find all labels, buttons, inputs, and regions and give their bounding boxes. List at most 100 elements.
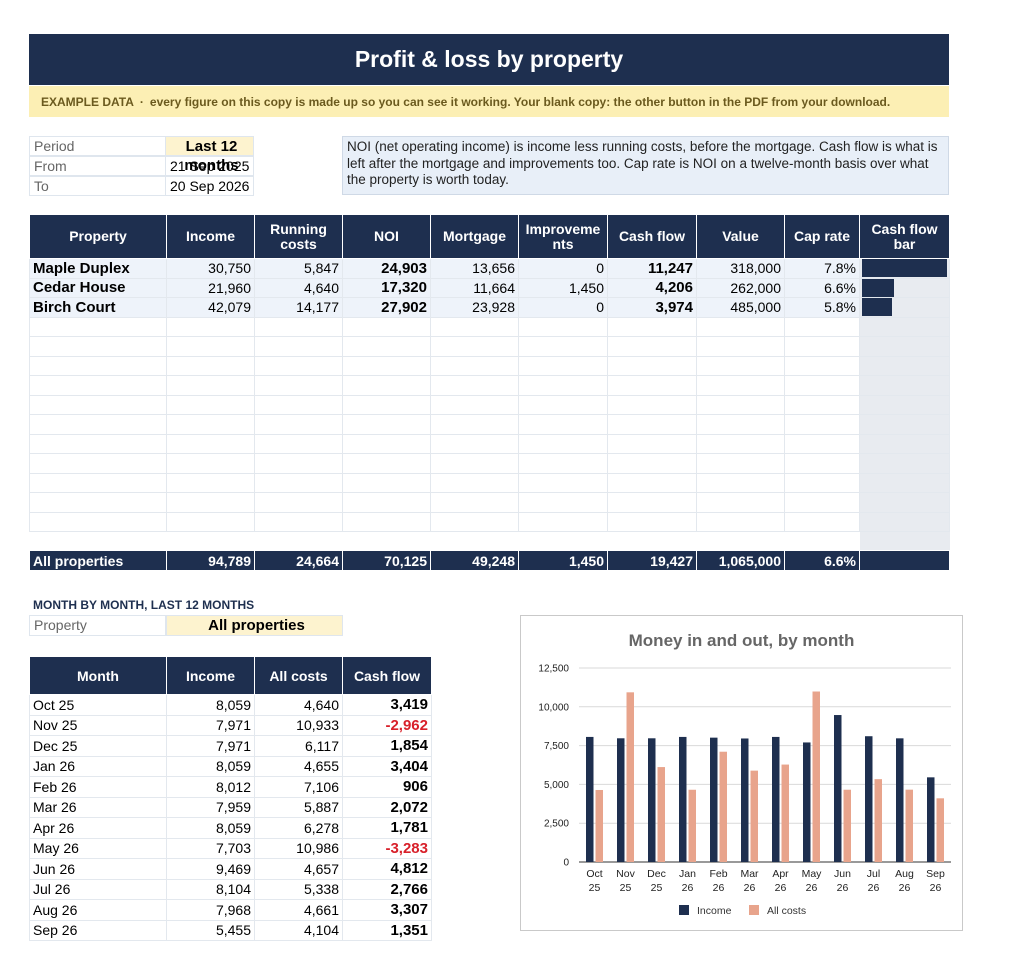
empty-cell[interactable] [518,414,608,435]
empty-cell[interactable] [784,492,860,513]
empty-cell[interactable] [254,316,343,337]
from-date-cell[interactable]: 21 Sep 2025 [166,156,254,175]
empty-cell[interactable] [784,336,860,357]
cell-value[interactable]: 262,000 [696,277,785,298]
cell-cashflow[interactable]: 3,974 [607,297,697,318]
empty-cell[interactable] [784,316,860,337]
empty-cell[interactable] [166,433,255,454]
empty-cell[interactable] [166,453,255,474]
empty-cell[interactable] [784,394,860,415]
empty-cell[interactable] [607,472,697,493]
empty-cell[interactable] [166,336,255,357]
empty-cell[interactable] [518,511,608,532]
empty-cell[interactable] [29,453,167,474]
to-date-cell[interactable]: 20 Sep 2026 [166,176,254,195]
empty-cell[interactable] [607,316,697,337]
cell-improvements[interactable]: 0 [518,297,608,318]
empty-cell[interactable] [29,511,167,532]
empty-cell[interactable] [254,355,343,376]
empty-cell[interactable] [607,453,697,474]
empty-cell[interactable] [166,355,255,376]
empty-cell[interactable] [607,336,697,357]
empty-cell[interactable] [784,355,860,376]
cell-running[interactable]: 4,640 [254,277,343,298]
empty-cell[interactable] [430,375,519,396]
empty-cell[interactable] [518,355,608,376]
cell-caprate[interactable]: 5.8% [784,297,860,318]
empty-cell[interactable] [166,414,255,435]
empty-cell[interactable] [430,472,519,493]
empty-cell[interactable] [29,316,167,337]
empty-cell[interactable] [29,336,167,357]
empty-cell[interactable] [342,453,431,474]
empty-cell[interactable] [29,492,167,513]
empty-cell[interactable] [342,355,431,376]
empty-cell[interactable] [696,453,785,474]
cell-caprate[interactable]: 7.8% [784,258,860,279]
cell-running[interactable]: 14,177 [254,297,343,318]
cell-property[interactable]: Birch Court [29,297,167,318]
cell-running[interactable]: 5,847 [254,258,343,279]
cell-income[interactable]: 21,960 [166,277,255,298]
cell-mortgage[interactable]: 23,928 [430,297,519,318]
empty-cell[interactable] [696,414,785,435]
empty-cell[interactable] [784,472,860,493]
empty-cell[interactable] [254,336,343,357]
empty-cell[interactable] [607,355,697,376]
empty-cell[interactable] [784,375,860,396]
cell-value[interactable]: 318,000 [696,258,785,279]
cell-mortgage[interactable]: 13,656 [430,258,519,279]
empty-cell[interactable] [342,472,431,493]
empty-cell[interactable] [430,355,519,376]
empty-cell[interactable] [518,453,608,474]
empty-cell[interactable] [166,472,255,493]
cell-property[interactable]: Maple Duplex [29,258,167,279]
empty-cell[interactable] [518,433,608,454]
empty-cell[interactable] [342,433,431,454]
empty-cell[interactable] [784,511,860,532]
cell-property[interactable]: Cedar House [29,277,167,298]
empty-cell[interactable] [696,511,785,532]
cell-noi[interactable]: 27,902 [342,297,431,318]
empty-cell[interactable] [254,453,343,474]
empty-cell[interactable] [29,472,167,493]
empty-cell[interactable] [607,414,697,435]
empty-cell[interactable] [254,394,343,415]
empty-cell[interactable] [430,414,519,435]
empty-cell[interactable] [518,316,608,337]
empty-cell[interactable] [518,492,608,513]
empty-cell[interactable] [696,375,785,396]
empty-cell[interactable] [696,336,785,357]
empty-cell[interactable] [518,336,608,357]
empty-cell[interactable] [430,511,519,532]
empty-cell[interactable] [254,472,343,493]
empty-cell[interactable] [607,394,697,415]
empty-cell[interactable] [29,433,167,454]
empty-cell[interactable] [342,336,431,357]
cell-income[interactable]: 30,750 [166,258,255,279]
empty-cell[interactable] [29,375,167,396]
empty-cell[interactable] [166,511,255,532]
empty-cell[interactable] [166,492,255,513]
empty-cell[interactable] [430,433,519,454]
empty-cell[interactable] [166,394,255,415]
empty-cell[interactable] [342,375,431,396]
empty-cell[interactable] [430,453,519,474]
empty-cell[interactable] [696,394,785,415]
empty-cell[interactable] [430,394,519,415]
empty-cell[interactable] [342,492,431,513]
empty-cell[interactable] [342,394,431,415]
empty-cell[interactable] [518,375,608,396]
empty-cell[interactable] [29,414,167,435]
cell-caprate[interactable]: 6.6% [784,277,860,298]
empty-cell[interactable] [254,433,343,454]
empty-cell[interactable] [696,355,785,376]
cell-improvements[interactable]: 0 [518,258,608,279]
empty-cell[interactable] [166,316,255,337]
empty-cell[interactable] [430,492,519,513]
empty-cell[interactable] [607,492,697,513]
empty-cell[interactable] [696,492,785,513]
empty-cell[interactable] [166,375,255,396]
empty-cell[interactable] [254,375,343,396]
cell-cashflow[interactable]: 11,247 [607,258,697,279]
